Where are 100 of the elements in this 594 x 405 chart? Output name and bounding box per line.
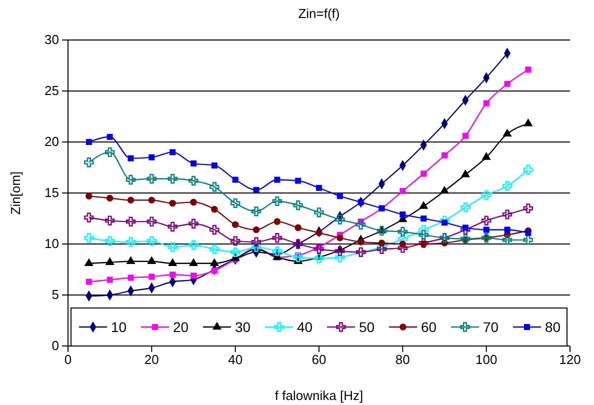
point <box>272 246 282 256</box>
legend-label: 50 <box>359 319 375 335</box>
point <box>418 224 428 235</box>
y-axis-title: Zin[om] <box>8 171 23 215</box>
point <box>188 176 198 186</box>
point <box>502 181 512 191</box>
x-axis-title: f falownika [Hz] <box>274 388 364 403</box>
point <box>104 216 115 226</box>
point <box>232 176 238 183</box>
point <box>294 224 302 232</box>
y-tick-label: 30 <box>44 32 59 48</box>
point <box>400 188 406 194</box>
point <box>335 252 345 262</box>
point <box>188 240 198 250</box>
point <box>483 226 490 233</box>
point <box>230 236 240 246</box>
point <box>128 155 134 162</box>
point <box>148 154 155 160</box>
point <box>251 206 262 216</box>
point <box>211 162 218 168</box>
point <box>84 158 94 168</box>
legend-label: 40 <box>297 319 313 335</box>
point <box>378 240 386 246</box>
point <box>502 128 512 136</box>
point <box>251 237 262 247</box>
point <box>502 210 512 220</box>
point <box>168 222 178 232</box>
point <box>84 212 94 222</box>
point <box>104 147 115 158</box>
legend-label: 10 <box>111 319 127 335</box>
y-tick-label: 10 <box>44 236 59 252</box>
point <box>400 211 406 218</box>
point <box>128 274 134 281</box>
point <box>335 214 345 224</box>
y-tick-label: 15 <box>44 185 59 200</box>
point <box>523 203 534 214</box>
point <box>105 257 114 265</box>
point <box>188 258 198 266</box>
point <box>525 230 532 236</box>
point <box>210 182 220 192</box>
point <box>460 169 470 178</box>
point <box>481 190 492 200</box>
point <box>230 247 240 258</box>
point <box>314 244 324 254</box>
point <box>398 226 408 237</box>
point <box>210 224 220 235</box>
point <box>106 194 114 202</box>
point <box>84 233 94 243</box>
point <box>316 229 322 236</box>
point <box>418 230 428 240</box>
point <box>420 216 427 222</box>
point <box>376 226 387 236</box>
point <box>440 186 450 194</box>
point <box>168 242 178 252</box>
point <box>168 174 178 184</box>
y-tick-label: 20 <box>44 134 59 150</box>
point <box>504 80 510 87</box>
point <box>482 152 491 160</box>
legend-label: 30 <box>235 319 251 335</box>
point <box>190 198 197 206</box>
point <box>148 274 155 280</box>
point <box>253 186 260 193</box>
point <box>211 206 218 213</box>
point <box>252 226 260 234</box>
point <box>210 244 220 254</box>
point <box>274 218 281 225</box>
point <box>148 196 156 204</box>
legend-label: 20 <box>173 319 189 335</box>
point <box>502 235 512 245</box>
legend-label: 60 <box>421 319 437 335</box>
point <box>314 253 324 264</box>
point <box>293 252 303 262</box>
point <box>272 233 282 243</box>
point <box>232 221 239 228</box>
point <box>295 178 302 184</box>
point <box>523 164 534 174</box>
point <box>442 152 448 158</box>
point <box>460 202 470 212</box>
legend-label: 70 <box>483 319 499 335</box>
point <box>126 216 136 226</box>
point <box>104 236 115 246</box>
point <box>357 238 364 246</box>
chart-title: Zin=f(f) <box>298 6 340 21</box>
point <box>336 193 343 200</box>
point <box>293 200 303 210</box>
point <box>525 66 532 73</box>
point <box>420 240 427 248</box>
point <box>126 237 136 247</box>
point <box>462 132 468 139</box>
point <box>356 220 366 230</box>
point <box>146 174 157 184</box>
point <box>126 256 136 264</box>
point <box>86 192 92 200</box>
point <box>442 220 448 226</box>
point <box>86 139 92 145</box>
legend-label: 80 <box>545 319 561 335</box>
point <box>146 236 157 246</box>
point <box>481 216 492 226</box>
x-tick-label: 60 <box>312 352 326 368</box>
x-tick-label: 20 <box>144 352 159 368</box>
